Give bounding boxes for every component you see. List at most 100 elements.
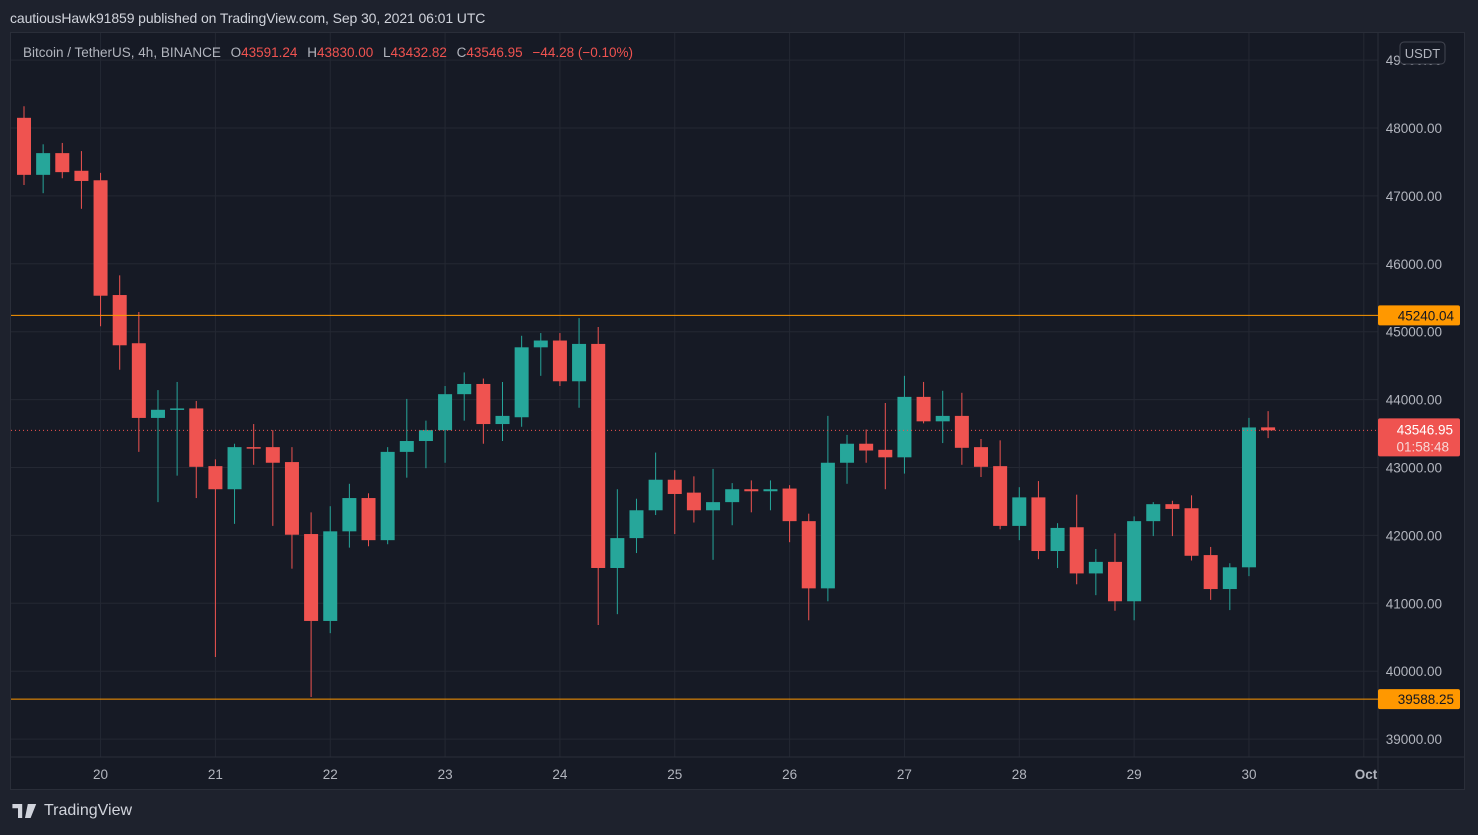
- candle[interactable]: [227, 443, 242, 524]
- y-axis-tick: 43000.00: [1386, 461, 1442, 476]
- candle[interactable]: [150, 390, 165, 503]
- footer-brand[interactable]: TradingView: [12, 802, 132, 820]
- candle[interactable]: [55, 142, 70, 179]
- candle[interactable]: [1165, 500, 1180, 537]
- candle[interactable]: [744, 480, 759, 513]
- candle[interactable]: [897, 375, 912, 474]
- level-price-tag: [1378, 689, 1460, 710]
- candle[interactable]: [974, 438, 988, 478]
- candle[interactable]: [361, 493, 376, 547]
- candle[interactable]: [1127, 516, 1142, 621]
- candle[interactable]: [686, 476, 701, 523]
- candle[interactable]: [208, 459, 223, 657]
- open-value: 43591.24: [241, 45, 298, 60]
- candlestick-chart[interactable]: 39000.00 40000.00 41000.00 42000.00 43000.00…: [11, 33, 1464, 789]
- candle[interactable]: [284, 447, 299, 569]
- candle[interactable]: [859, 429, 874, 463]
- change-value: −44.28 (−0.10%): [532, 45, 634, 60]
- candle[interactable]: [1184, 495, 1199, 561]
- candle[interactable]: [572, 318, 587, 408]
- svg-text:45240.04: 45240.04: [1398, 308, 1455, 323]
- candle[interactable]: [1012, 487, 1027, 541]
- y-axis-tick: 47000.00: [1386, 189, 1442, 204]
- candle[interactable]: [438, 386, 453, 463]
- x-axis-tick: 30: [1241, 767, 1256, 782]
- candle[interactable]: [725, 483, 740, 526]
- candle[interactable]: [552, 333, 567, 387]
- candle[interactable]: [189, 400, 204, 499]
- x-axis-tick: Oct: [1355, 767, 1378, 782]
- svg-text:39588.25: 39588.25: [1398, 692, 1454, 707]
- candle[interactable]: [323, 506, 338, 634]
- svg-text:43546.95: 43546.95: [1397, 422, 1453, 437]
- candle[interactable]: [1050, 523, 1065, 568]
- candle[interactable]: [878, 402, 893, 490]
- candle[interactable]: [1107, 533, 1122, 611]
- candle[interactable]: [93, 172, 108, 327]
- candle[interactable]: [935, 390, 950, 444]
- candle[interactable]: [514, 335, 529, 427]
- currency-badge[interactable]: [1399, 41, 1446, 65]
- candle[interactable]: [36, 144, 51, 194]
- candle[interactable]: [648, 452, 663, 516]
- candle[interactable]: [246, 424, 261, 465]
- candle[interactable]: [763, 480, 778, 511]
- candle[interactable]: [495, 381, 510, 442]
- publisher-line: cautiousHawk91859 published on TradingVi…: [10, 10, 486, 26]
- symbol-title[interactable]: Bitcoin / TetherUS, 4h, BINANCE: [23, 45, 221, 60]
- candle[interactable]: [1146, 502, 1161, 537]
- close-value: 43546.95: [466, 45, 523, 60]
- high-label: H: [307, 45, 317, 60]
- x-axis-tick: 23: [438, 767, 453, 782]
- open-label: O: [230, 45, 242, 60]
- x-axis-tick: 26: [782, 767, 797, 782]
- candle[interactable]: [1031, 481, 1046, 560]
- candle[interactable]: [418, 420, 433, 469]
- x-axis-tick: 29: [1127, 767, 1142, 782]
- candle[interactable]: [17, 106, 31, 186]
- candle[interactable]: [265, 430, 280, 526]
- candle[interactable]: [993, 440, 1008, 530]
- candle[interactable]: [1203, 546, 1218, 600]
- y-axis-tick: 45000.00: [1386, 325, 1442, 340]
- candle[interactable]: [591, 326, 606, 626]
- candle[interactable]: [380, 447, 395, 545]
- candle[interactable]: [1261, 411, 1276, 439]
- candle[interactable]: [399, 398, 414, 478]
- candle[interactable]: [801, 513, 816, 621]
- level-price-tag: [1378, 305, 1460, 326]
- x-axis-tick: 27: [897, 767, 912, 782]
- y-axis-tick: 44000.00: [1386, 393, 1442, 408]
- candle[interactable]: [112, 275, 127, 370]
- candle[interactable]: [1222, 563, 1237, 611]
- candle[interactable]: [131, 312, 146, 452]
- candle[interactable]: [954, 392, 969, 465]
- candle[interactable]: [820, 415, 835, 602]
- candle[interactable]: [342, 483, 357, 548]
- x-axis-tick: 21: [208, 767, 223, 782]
- candle[interactable]: [74, 151, 89, 209]
- candle[interactable]: [629, 498, 644, 554]
- high-value: 43830.00: [316, 45, 374, 60]
- candle[interactable]: [840, 434, 855, 484]
- candle[interactable]: [533, 333, 548, 376]
- candle[interactable]: [782, 485, 797, 543]
- candle[interactable]: [1069, 494, 1084, 585]
- candle[interactable]: [916, 381, 931, 424]
- candle[interactable]: [667, 470, 682, 535]
- candle[interactable]: [1241, 417, 1256, 577]
- chart-frame: 39000.00 40000.00 41000.00 42000.00 43000.00…: [10, 32, 1465, 790]
- candle[interactable]: [170, 381, 185, 476]
- candle[interactable]: [304, 512, 319, 698]
- x-axis-tick: 20: [93, 767, 108, 782]
- brand-name: TradingView: [44, 802, 133, 819]
- low-value: 43432.82: [390, 45, 447, 60]
- candle[interactable]: [610, 489, 625, 615]
- candle[interactable]: [457, 372, 472, 421]
- candle[interactable]: [476, 378, 491, 444]
- y-axis-tick: 41000.00: [1386, 596, 1442, 611]
- candle[interactable]: [706, 468, 721, 560]
- candle[interactable]: [1088, 548, 1103, 596]
- y-axis-tick: 48000.00: [1386, 121, 1442, 136]
- x-axis-tick: 28: [1012, 767, 1027, 782]
